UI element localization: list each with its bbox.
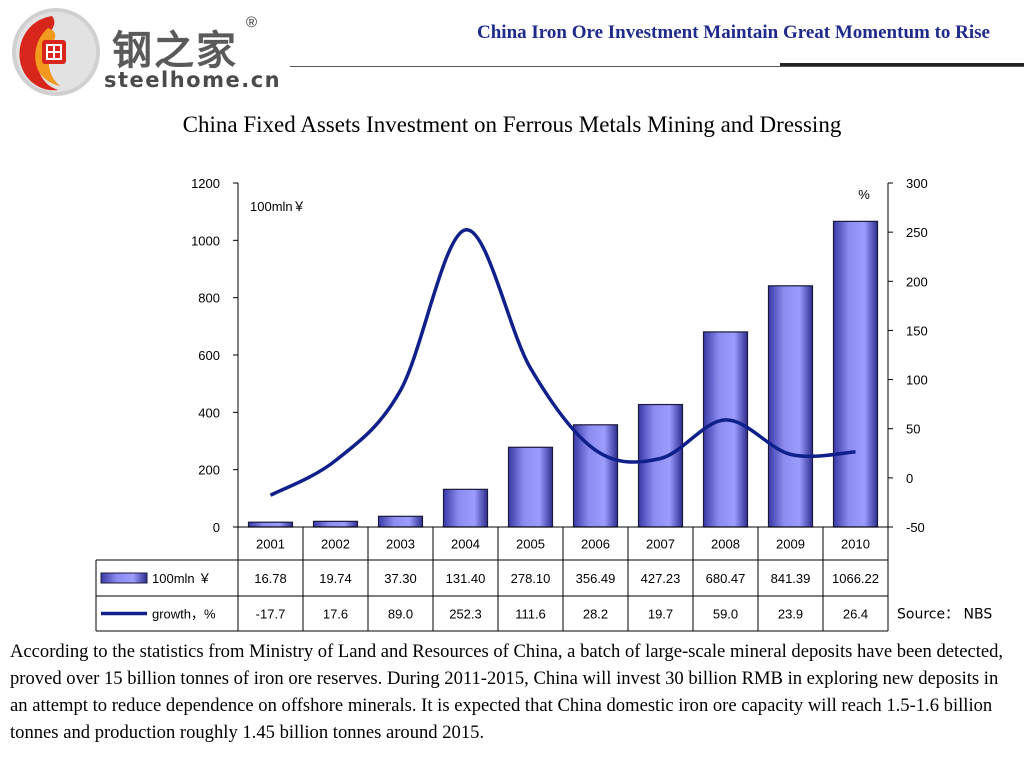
- table-investment-cell: 680.47: [706, 571, 746, 586]
- bar-2004: [442, 488, 489, 528]
- table-growth-cell: 89.0: [388, 607, 413, 622]
- slide-title: China Iron Ore Investment Maintain Great…: [477, 22, 990, 43]
- table-investment-cell: 356.49: [576, 571, 616, 586]
- table-investment-cell: 1066.22: [832, 571, 879, 586]
- right-axis-tick-label: 150: [906, 323, 928, 338]
- bar-2010: [832, 220, 879, 528]
- right-axis-tick-label: 250: [906, 225, 928, 240]
- table-year-cell: 2007: [646, 537, 675, 552]
- table-growth-cell: 26.4: [843, 607, 868, 622]
- logo-emblem-icon: [12, 8, 100, 96]
- table-year-cell: 2010: [841, 537, 870, 552]
- legend-line-label: growth，%: [152, 607, 216, 622]
- investment-chart: 0 200 400 600 800 1000 1200 -50 0 50 100 150 200 250 3…: [95, 176, 992, 632]
- source-note: Source： NBS: [897, 607, 992, 623]
- table-growth-cell: 111.6: [515, 607, 546, 622]
- table-year-cell: 2003: [386, 537, 415, 552]
- steelhome-logo: 钢之家 ® steelhome.cn: [8, 6, 282, 98]
- table-growth-cell: 23.9: [778, 607, 803, 622]
- bar-2007: [637, 403, 684, 528]
- table-investment-cell: 427.23: [641, 571, 681, 586]
- bar-2003: [377, 515, 424, 528]
- left-axis-tick-label: 400: [198, 405, 220, 420]
- table-investment-cell: 841.39: [771, 571, 811, 586]
- table-investment-cell: 278.10: [511, 571, 551, 586]
- registered-mark: ®: [246, 14, 258, 31]
- left-axis-tick-label: 200: [198, 463, 220, 478]
- left-axis-tick-label: 600: [198, 348, 220, 363]
- left-unit-label: 100mln￥: [250, 199, 306, 214]
- bar-2006: [572, 424, 619, 528]
- table-year-cell: 2005: [516, 537, 545, 552]
- right-axis-tick-label: 0: [906, 471, 913, 486]
- table-year-cell: 2002: [321, 537, 350, 552]
- left-axis-tick-label: 1000: [191, 233, 220, 248]
- bar-2005: [507, 446, 554, 528]
- legend-bar-label: 100mln ￥: [152, 571, 211, 586]
- table-year-cell: 2006: [581, 537, 610, 552]
- bar-2002: [312, 520, 359, 528]
- header-divider-accent: [780, 63, 1024, 66]
- table-growth-cell: 59.0: [713, 607, 738, 622]
- table-year-cell: 2004: [451, 537, 480, 552]
- legend-bar-key: [100, 572, 148, 584]
- table-investment-cell: 131.40: [446, 571, 486, 586]
- right-axis-tick-label: -50: [906, 520, 925, 535]
- chart-title: China Fixed Assets Investment on Ferrous…: [182, 112, 842, 137]
- table-year-cell: 2009: [776, 537, 805, 552]
- header-divider: [290, 66, 1024, 67]
- logo-chinese-text: 钢之家: [112, 28, 238, 74]
- right-axis-tick-label: 200: [906, 274, 928, 289]
- body-paragraph: According to the statistics from Ministr…: [10, 641, 1004, 743]
- table-growth-cell: 17.6: [323, 607, 348, 622]
- right-axis-tick-label: 300: [906, 176, 928, 191]
- bar-2009: [767, 285, 814, 528]
- table-year-cell: 2008: [711, 537, 740, 552]
- table-investment-cell: 37.30: [384, 571, 417, 586]
- left-axis-tick-label: 0: [213, 520, 220, 535]
- table-year-cell: 2001: [256, 537, 285, 552]
- left-axis-tick-label: 1200: [191, 176, 220, 191]
- bar-2008: [702, 331, 749, 528]
- left-axis-tick-label: 800: [198, 291, 220, 306]
- right-axis-tick-label: 100: [906, 373, 928, 388]
- right-unit-label: %: [858, 187, 870, 202]
- table-investment-cell: 16.78: [254, 571, 287, 586]
- table-growth-cell: -17.7: [256, 607, 286, 622]
- table-growth-cell: 19.7: [648, 607, 673, 622]
- right-axis-tick-label: 50: [906, 422, 920, 437]
- table-investment-cell: 19.74: [319, 571, 352, 586]
- table-growth-cell: 28.2: [583, 607, 608, 622]
- bar-2001: [247, 521, 294, 528]
- logo-english-text: steelhome.cn: [104, 68, 282, 92]
- table-growth-cell: 252.3: [449, 607, 482, 622]
- growth-line: [269, 228, 856, 497]
